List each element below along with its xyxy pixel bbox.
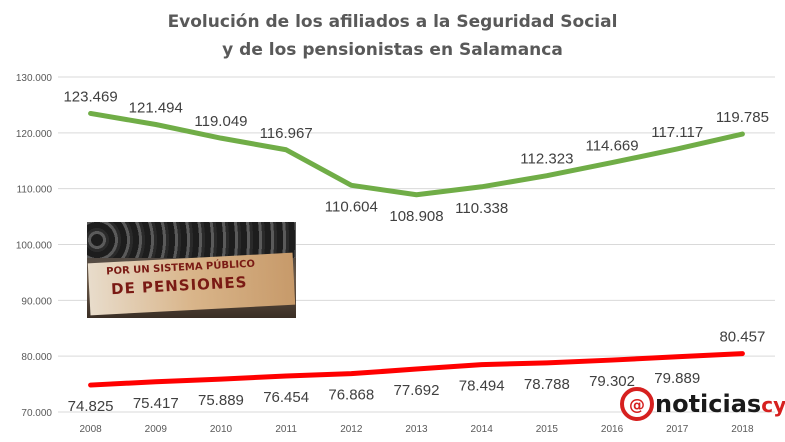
crowd-image — [87, 222, 296, 258]
data-label: 75.417 — [133, 395, 179, 412]
y-tick-label: 120.000 — [16, 129, 53, 140]
logo-text-suffix: cyl — [761, 393, 785, 417]
data-label: 79.889 — [654, 370, 700, 387]
data-label: 123.469 — [63, 88, 117, 105]
data-label: 114.669 — [585, 138, 638, 155]
data-label: 108.908 — [389, 208, 443, 225]
data-label: 78.494 — [459, 378, 505, 395]
x-tick-label: 2008 — [79, 424, 102, 435]
x-tick-label: 2009 — [145, 424, 168, 435]
y-tick-label: 70.000 — [21, 408, 52, 419]
x-tick-label: 2012 — [340, 424, 363, 435]
data-label: 121.494 — [129, 99, 183, 116]
x-tick-label: 2014 — [471, 424, 494, 435]
protest-photo: POR UN SISTEMA PÚBLICO DE PENSIONES — [87, 222, 296, 318]
data-label: 119.049 — [194, 113, 247, 130]
data-label: 117.117 — [651, 124, 703, 141]
logo-text-main: noticias — [655, 390, 762, 418]
y-tick-label: 100.000 — [16, 241, 53, 252]
x-tick-label: 2017 — [666, 424, 689, 435]
x-tick-label: 2016 — [601, 424, 624, 435]
x-tick-label: 2018 — [731, 424, 754, 435]
data-label: 78.788 — [524, 376, 570, 393]
data-label: 119.785 — [716, 109, 769, 126]
data-label: 77.692 — [394, 382, 440, 399]
y-tick-label: 130.000 — [16, 73, 53, 84]
data-label: 79.302 — [589, 373, 635, 390]
data-label: 112.323 — [520, 151, 573, 168]
x-tick-label: 2011 — [275, 424, 297, 435]
series-line-2 — [88, 351, 745, 388]
data-label: 80.457 — [719, 329, 765, 346]
x-tick-label: 2015 — [536, 424, 559, 435]
data-label: 110.338 — [455, 200, 508, 217]
y-tick-label: 80.000 — [21, 352, 52, 363]
x-tick-label: 2010 — [210, 424, 233, 435]
data-label: 74.825 — [68, 398, 114, 415]
data-label: 76.868 — [328, 387, 374, 404]
data-label: 116.967 — [260, 125, 313, 142]
series-line-1 — [88, 110, 745, 198]
chart-subtitle: y de los pensionistas en Salamanca — [222, 40, 563, 60]
at-sign-icon: @ — [620, 387, 654, 421]
y-tick-label: 110.000 — [17, 185, 53, 196]
data-label: 110.604 — [325, 198, 378, 215]
y-tick-label: 90.000 — [21, 296, 52, 307]
data-label: 75.889 — [198, 392, 244, 409]
logo-text: noticiascyl — [655, 390, 785, 418]
x-tick-label: 2013 — [405, 424, 428, 435]
banner-line2: DE PENSIONES — [110, 273, 248, 299]
chart-title: Evolución de los afiliados a la Segurida… — [167, 12, 618, 32]
data-label: 76.454 — [263, 389, 309, 406]
noticiascyl-logo: @ noticiascyl — [620, 384, 785, 424]
protest-banner: POR UN SISTEMA PÚBLICO DE PENSIONES — [87, 252, 296, 316]
